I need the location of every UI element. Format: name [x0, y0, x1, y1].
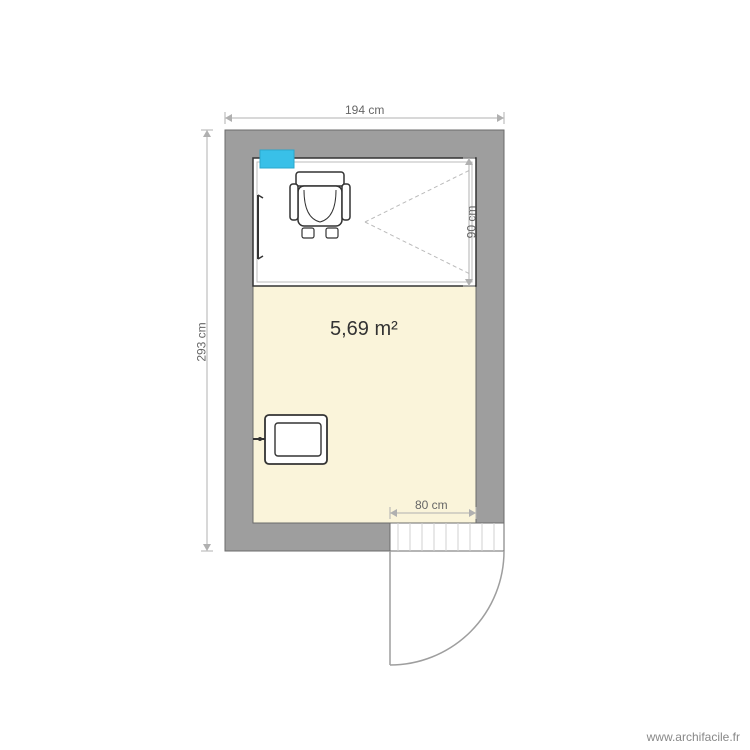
dim-left-label: 293 cm: [195, 322, 209, 361]
shower-niche: [260, 150, 294, 168]
area-label: 5,69 m²: [330, 318, 398, 341]
door-arc: [390, 551, 504, 665]
shower-zone: [253, 158, 476, 286]
dim-bottom-label: 80 cm: [415, 498, 448, 512]
watermark: www.archifacile.fr: [647, 730, 740, 744]
door-threshold: [390, 523, 504, 551]
floorplan-canvas: 194 cm 293 cm 90 cm 80 cm 5,69 m² www.ar…: [0, 0, 750, 750]
sink: [253, 415, 327, 464]
dim-right-label: 90 cm: [464, 206, 478, 239]
dim-top-label: 194 cm: [345, 103, 384, 117]
